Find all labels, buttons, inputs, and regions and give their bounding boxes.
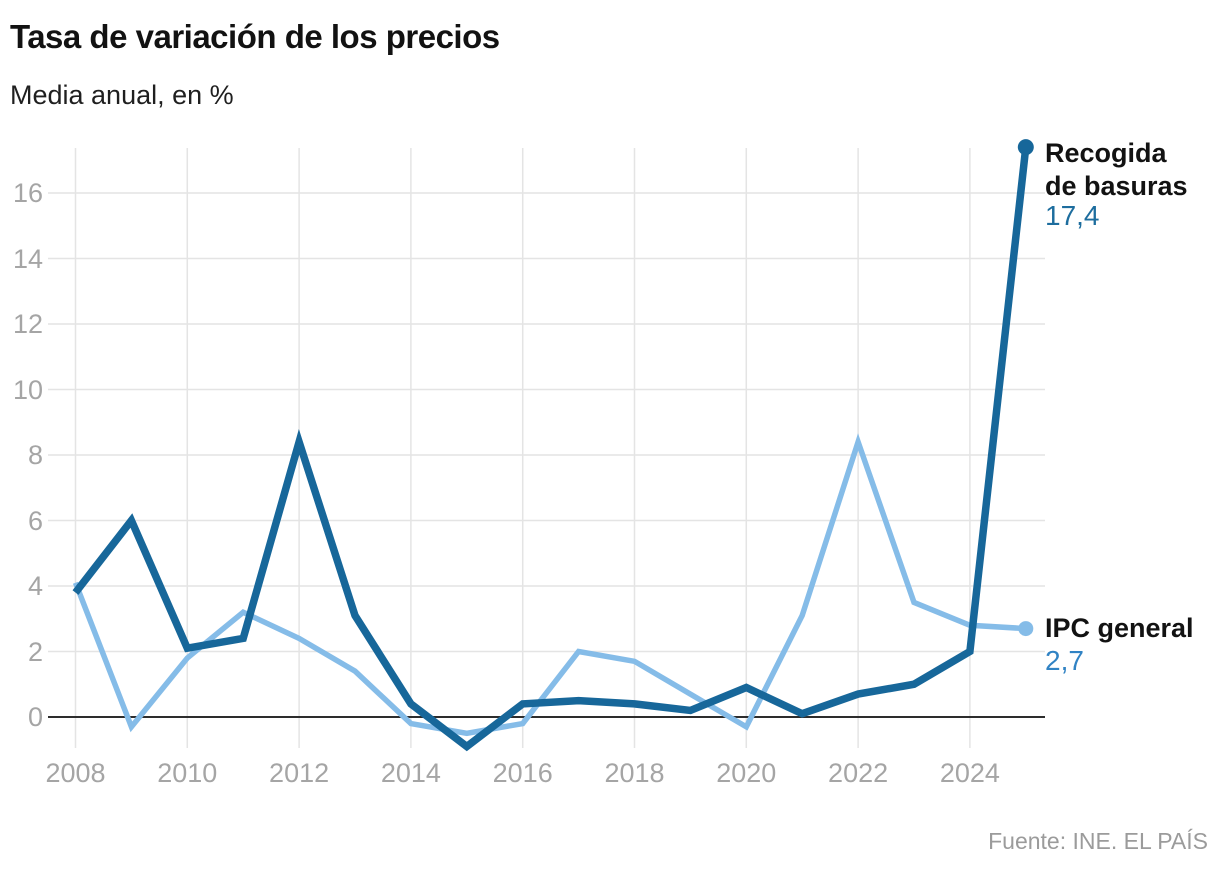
recogida-line: [72, 146, 1030, 752]
x-axis-tick: 2008: [45, 758, 106, 788]
ipc-line: [72, 433, 1026, 737]
y-axis-tick: 12: [12, 309, 43, 339]
y-axis-tick: 0: [27, 702, 43, 732]
y-axis-tick: 14: [12, 243, 43, 274]
ipc-series-value: 2,7: [1045, 645, 1084, 676]
source-credit: Fuente: INE. EL PAÍS: [988, 828, 1208, 854]
recogida-series-label-line2: de basuras: [1045, 171, 1188, 201]
x-axis-tick: 2024: [939, 758, 1000, 788]
recogida-series-label-line1: Recogida: [1045, 138, 1167, 168]
y-axis-tick: 4: [27, 571, 43, 601]
recogida-endpoint-dot: [1017, 139, 1034, 156]
chart-title: Tasa de variación de los precios: [10, 18, 500, 55]
x-axis-tick: 2016: [492, 758, 553, 788]
y-axis-tick: 6: [27, 505, 43, 536]
x-axis-tick: 2010: [157, 758, 218, 788]
x-axis-tick: 2012: [269, 758, 330, 788]
x-axis-tick: 2014: [380, 758, 441, 788]
recogida-series-value: 17,4: [1045, 200, 1100, 231]
x-axis-tick: 2020: [716, 758, 777, 788]
y-axis-tick: 2: [27, 636, 43, 667]
x-axis-tick: 2018: [604, 758, 665, 788]
y-axis-tick: 16: [12, 178, 43, 208]
chart-subtitle: Media anual, en %: [10, 80, 234, 110]
x-axis-tick: 2022: [828, 758, 889, 788]
ipc-endpoint-dot: [1018, 621, 1034, 637]
recogida-series-label: Recogida de basuras: [1045, 137, 1188, 203]
y-axis-tick: 8: [27, 440, 43, 470]
y-axis-tick: 10: [12, 374, 43, 405]
ipc-series-label: IPC general: [1045, 613, 1194, 643]
